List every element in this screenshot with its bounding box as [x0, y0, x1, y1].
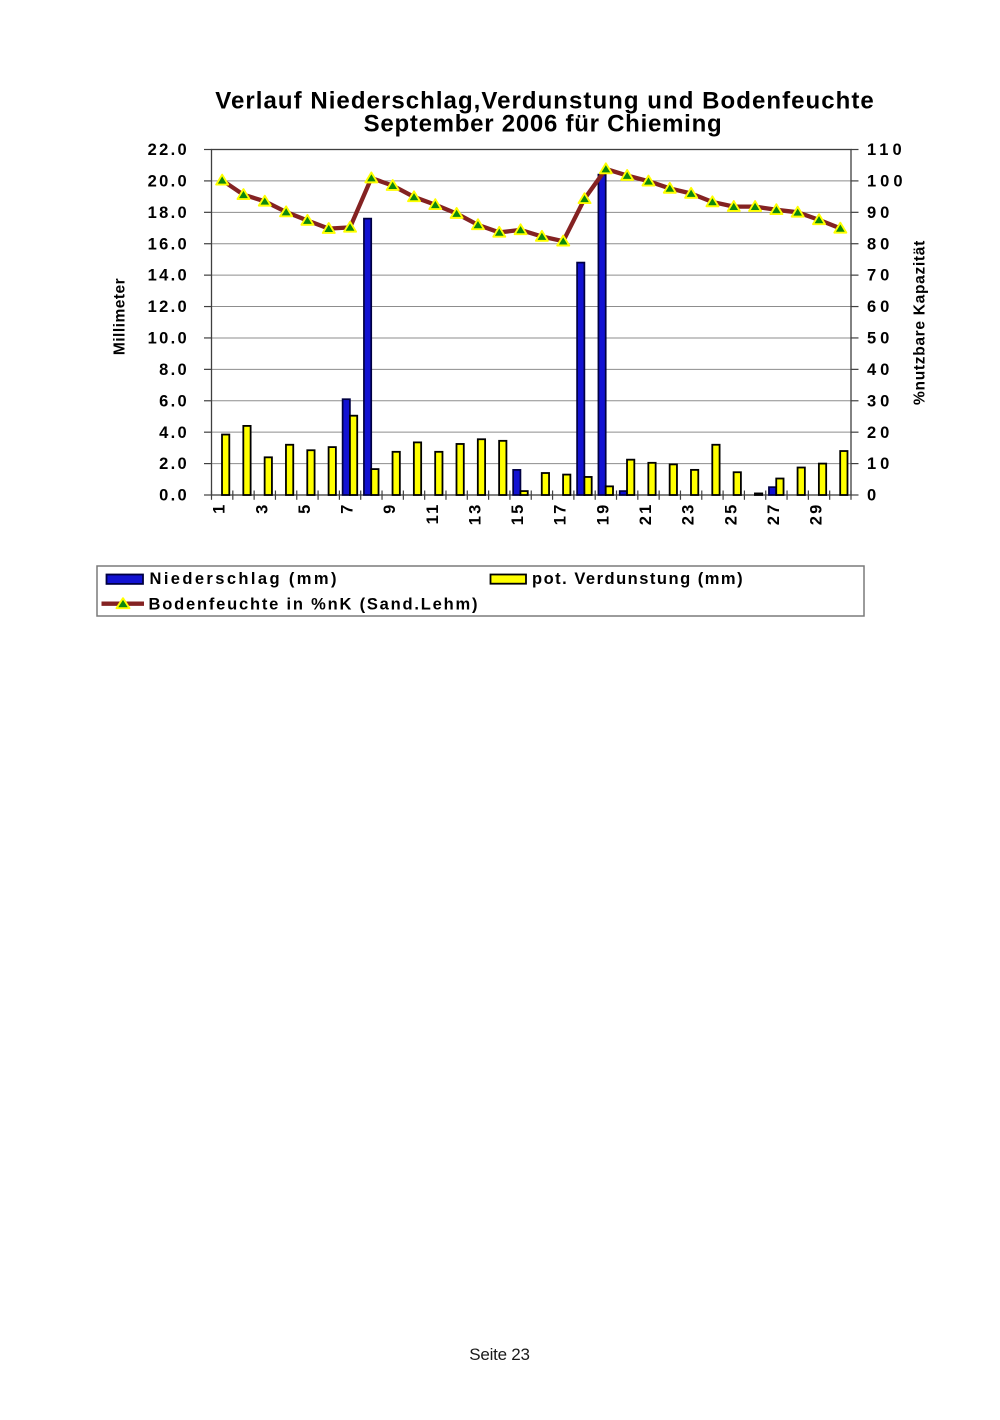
svg-text:15: 15 [509, 503, 527, 526]
svg-text:13: 13 [466, 503, 484, 526]
svg-text:60: 60 [867, 298, 893, 316]
svg-text:110: 110 [867, 141, 906, 159]
svg-text:20.0: 20.0 [148, 173, 189, 191]
svg-text:30: 30 [867, 392, 893, 410]
svg-text:%nutzbare Kapazität: %nutzbare Kapazität [912, 240, 929, 405]
svg-text:6.0: 6.0 [159, 392, 189, 410]
svg-text:4.0: 4.0 [159, 424, 189, 442]
svg-text:23: 23 [680, 503, 698, 526]
svg-text:29: 29 [808, 503, 826, 526]
svg-text:7: 7 [339, 503, 357, 514]
svg-text:17: 17 [552, 503, 570, 526]
svg-text:21: 21 [637, 503, 655, 526]
svg-text:8.0: 8.0 [159, 361, 189, 379]
svg-text:20: 20 [867, 424, 893, 442]
svg-text:10: 10 [867, 455, 893, 473]
svg-text:1: 1 [211, 503, 229, 514]
svg-text:40: 40 [867, 361, 893, 379]
svg-text:Bodenfeuchte in %nK (Sand.Lehm: Bodenfeuchte in %nK (Sand.Lehm) [149, 595, 480, 613]
svg-text:25: 25 [722, 503, 740, 526]
svg-text:11: 11 [424, 503, 442, 525]
svg-text:September 2006 für Chieming: September 2006 für Chieming [364, 111, 723, 138]
svg-text:22.0: 22.0 [148, 141, 189, 159]
svg-text:Niederschlag (mm): Niederschlag (mm) [150, 570, 339, 588]
svg-text:9: 9 [381, 503, 399, 514]
svg-text:12.0: 12.0 [148, 298, 189, 316]
svg-text:100: 100 [867, 173, 907, 191]
svg-text:0.0: 0.0 [159, 487, 189, 505]
svg-text:2.0: 2.0 [159, 455, 189, 473]
svg-text:80: 80 [867, 235, 893, 253]
svg-text:5: 5 [296, 503, 314, 514]
svg-text:3: 3 [253, 503, 271, 514]
svg-text:90: 90 [867, 204, 893, 222]
svg-text:Millimeter: Millimeter [112, 278, 129, 355]
svg-text:27: 27 [765, 503, 783, 526]
svg-text:18.0: 18.0 [148, 204, 189, 222]
svg-text:10.0: 10.0 [148, 330, 189, 348]
svg-text:Seite 23: Seite 23 [469, 1345, 529, 1364]
svg-text:pot. Verdunstung (mm): pot. Verdunstung (mm) [532, 570, 744, 588]
svg-text:50: 50 [867, 330, 893, 348]
svg-text:14.0: 14.0 [148, 267, 189, 285]
svg-text:0: 0 [867, 487, 880, 505]
svg-text:19: 19 [594, 503, 612, 526]
svg-text:Verlauf Niederschlag,Verdunstu: Verlauf Niederschlag,Verdunstung und Bod… [215, 87, 875, 114]
svg-text:70: 70 [867, 267, 893, 285]
svg-text:16.0: 16.0 [148, 235, 189, 253]
